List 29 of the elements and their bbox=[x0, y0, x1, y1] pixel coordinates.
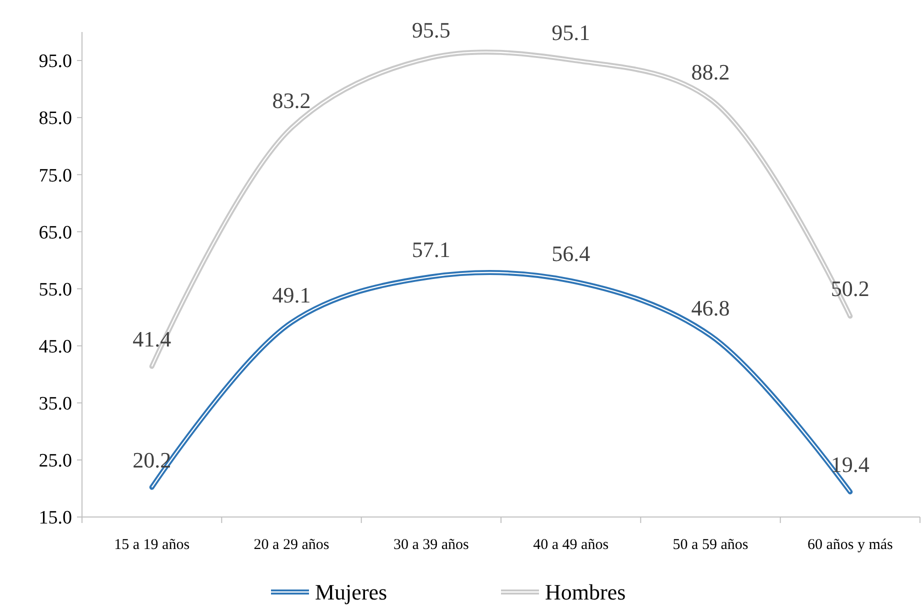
data-label: 20.2 bbox=[132, 447, 172, 472]
data-label: 95.5 bbox=[412, 18, 450, 43]
x-tick-label: 20 a 29 años bbox=[254, 537, 330, 553]
data-label: 46.8 bbox=[691, 296, 730, 321]
x-tick-label: 50 a 59 años bbox=[672, 537, 748, 553]
data-label: 88.2 bbox=[691, 59, 730, 84]
y-tick-label: 85.0 bbox=[38, 108, 72, 130]
legend-label: Mujeres bbox=[315, 580, 388, 605]
x-tick-label: 60 años y más bbox=[807, 537, 894, 553]
x-tick-label: 30 a 39 años bbox=[393, 537, 470, 553]
data-label: 83.2 bbox=[272, 88, 311, 113]
data-label: 19.4 bbox=[830, 452, 870, 477]
y-tick-label: 75.0 bbox=[38, 165, 72, 186]
y-tick-label: 55.0 bbox=[38, 279, 72, 300]
y-tick-label: 65.0 bbox=[38, 222, 72, 244]
y-tick-label: 25.0 bbox=[38, 450, 72, 472]
y-tick-label: 45.0 bbox=[38, 336, 72, 358]
data-label: 56.4 bbox=[552, 240, 590, 266]
legend-label: Hombres bbox=[545, 580, 626, 605]
data-label: 95.1 bbox=[552, 20, 590, 45]
x-tick-label: 15 a 19 años bbox=[114, 537, 190, 553]
y-tick-label: 95.0 bbox=[38, 51, 72, 72]
data-label: 50.2 bbox=[830, 276, 870, 302]
x-tick-label: 40 a 49 años bbox=[533, 537, 609, 553]
data-label: 57.1 bbox=[412, 236, 450, 262]
y-tick-label: 15.0 bbox=[38, 508, 72, 529]
data-label: 41.4 bbox=[132, 326, 172, 352]
y-tick-label: 35.0 bbox=[38, 394, 72, 415]
data-label: 49.1 bbox=[272, 282, 311, 308]
